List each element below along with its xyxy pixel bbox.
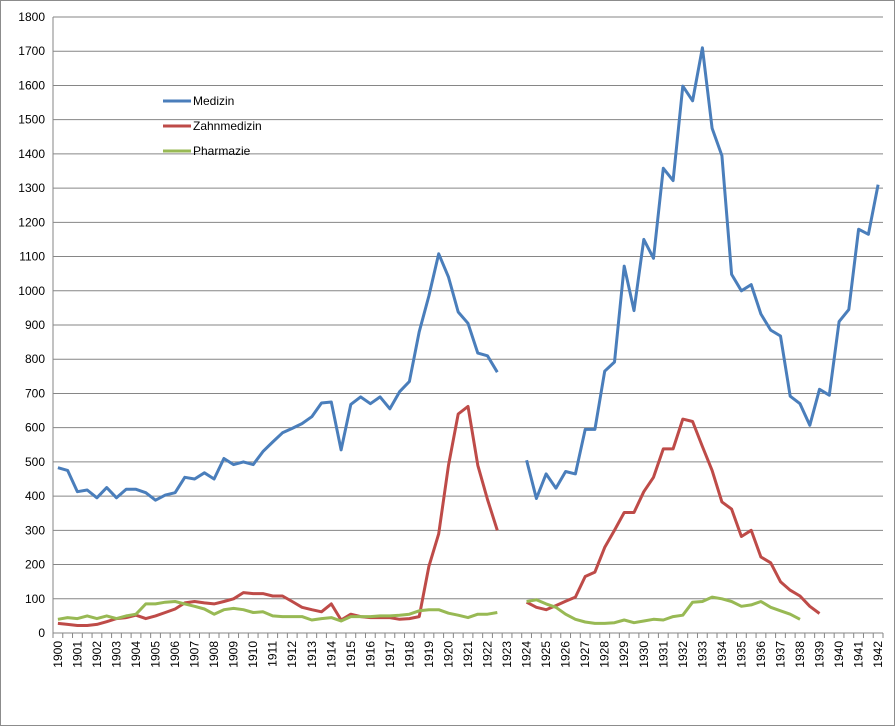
x-tick-label: 1927: [578, 641, 592, 668]
x-tick-label: 1912: [285, 641, 299, 668]
x-tick-label: 1942: [871, 641, 885, 668]
x-tick-label: 1905: [149, 641, 163, 668]
x-tick-label: 1928: [598, 641, 612, 668]
y-tick-label: 600: [25, 421, 45, 435]
y-tick-label: 1100: [19, 250, 45, 264]
x-tick-label: 1924: [520, 641, 534, 668]
x-tick-label: 1922: [481, 641, 495, 668]
y-tick-label: 0: [38, 626, 45, 640]
y-tick-label: 1500: [18, 113, 45, 127]
legend-label-zahnmedizin: Zahnmedizin: [193, 119, 262, 133]
x-tick-label: 1909: [227, 641, 241, 668]
x-tick-label: 1921: [461, 641, 475, 668]
legend-label-pharmazie: Pharmazie: [193, 144, 251, 158]
x-tick-label: 1901: [70, 641, 84, 668]
series-line-medizin: [57, 252, 499, 502]
x-tick-label: 1907: [188, 641, 202, 668]
x-tick-label: 1937: [773, 641, 787, 668]
y-tick-label: 700: [25, 386, 45, 400]
x-tick-label: 1936: [754, 641, 768, 668]
x-tick-label: 1918: [402, 641, 416, 668]
y-tick-label: 1400: [18, 147, 45, 161]
x-tick-label: 1916: [363, 641, 377, 668]
y-tick-label: 1000: [18, 284, 45, 298]
x-tick-label: 1935: [734, 641, 748, 668]
x-tick-label: 1920: [441, 641, 455, 668]
x-tick-label: 1900: [51, 641, 65, 668]
series-line-medizin: [525, 46, 880, 500]
x-tick-label: 1941: [852, 641, 866, 668]
y-tick-label: 800: [25, 352, 45, 366]
x-tick-label: 1938: [793, 641, 807, 668]
y-tick-label: 500: [25, 455, 45, 469]
x-tick-label: 1932: [676, 641, 690, 668]
x-tick-label: 1915: [344, 641, 358, 668]
y-tick-label: 400: [25, 489, 45, 503]
x-tick-label: 1940: [832, 641, 846, 668]
x-tick-label: 1929: [617, 641, 631, 668]
y-tick-label: 1600: [18, 78, 45, 92]
y-tick-label: 300: [25, 523, 45, 537]
y-tick-label: 1700: [18, 44, 45, 58]
y-tick-label: 100: [25, 592, 45, 606]
x-tick-label: 1903: [109, 641, 123, 668]
x-tick-label: 1917: [383, 641, 397, 668]
y-tick-label: 1800: [18, 10, 45, 24]
series-line-zahnmedizin: [525, 417, 821, 615]
x-tick-label: 1926: [559, 641, 573, 668]
series-line-pharmazie: [57, 600, 498, 623]
x-tick-label: 1939: [813, 641, 827, 668]
x-tick-label: 1904: [129, 641, 143, 668]
x-tick-label: 1913: [305, 641, 319, 668]
y-tick-label: 900: [25, 318, 45, 332]
x-tick-label: 1925: [539, 641, 553, 668]
y-tick-label: 200: [25, 558, 45, 572]
x-tick-label: 1911: [266, 641, 280, 667]
x-tick-label: 1919: [422, 641, 436, 668]
x-tick-label: 1910: [246, 641, 260, 668]
x-tick-label: 1908: [207, 641, 221, 668]
x-tick-label: 1906: [168, 641, 182, 668]
x-tick-label: 1933: [695, 641, 709, 668]
x-tick-label: 1930: [637, 641, 651, 668]
x-tick-label: 1914: [324, 641, 338, 668]
x-tick-label: 1923: [500, 641, 514, 668]
y-tick-label: 1200: [18, 215, 45, 229]
x-tick-label: 1934: [715, 641, 729, 668]
x-tick-label: 1902: [90, 641, 104, 668]
x-tick-label: 1931: [656, 641, 670, 668]
legend-label-medizin: Medizin: [193, 94, 234, 108]
y-tick-label: 1300: [18, 181, 45, 195]
